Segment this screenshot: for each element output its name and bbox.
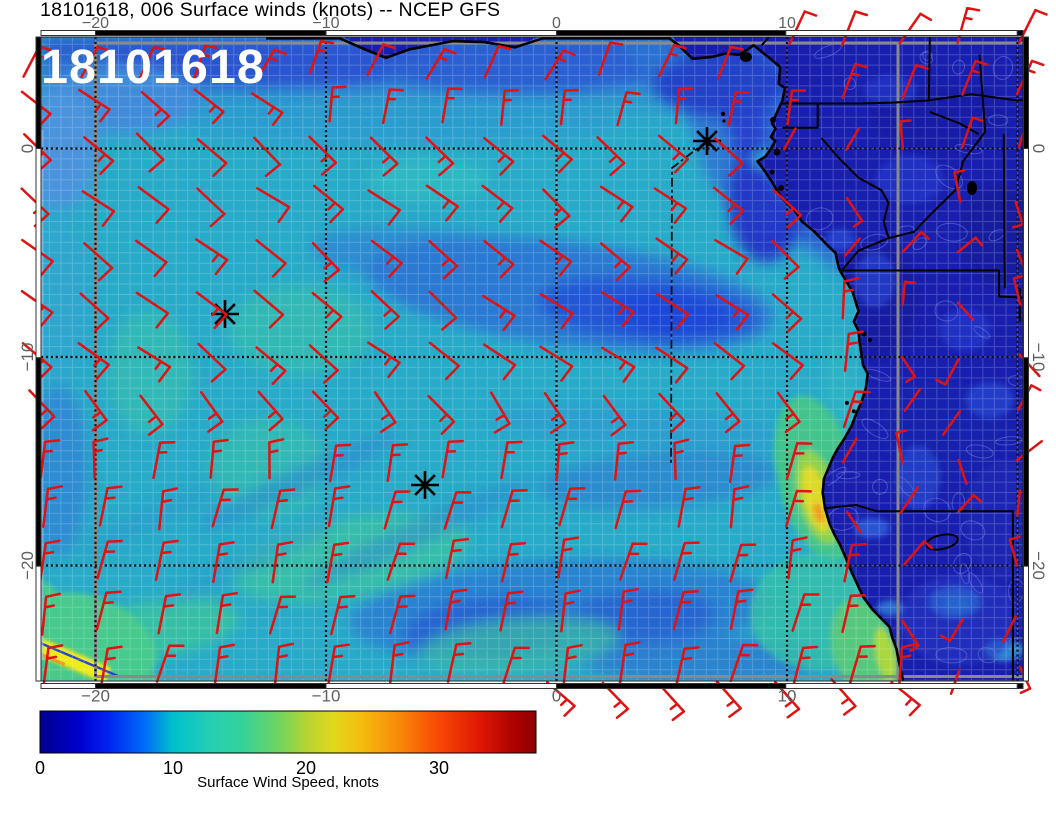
svg-text:0: 0: [18, 144, 37, 153]
svg-text:Surface Wind Speed, knots: Surface Wind Speed, knots: [197, 774, 379, 791]
svg-text:0: 0: [35, 758, 45, 778]
svg-text:10: 10: [778, 15, 796, 32]
svg-text:−10: −10: [312, 15, 339, 32]
svg-text:−20: −20: [82, 15, 109, 32]
svg-text:0: 0: [552, 687, 561, 706]
svg-text:10: 10: [163, 758, 183, 778]
svg-text:18101618, 006 Surface winds (k: 18101618, 006 Surface winds (knots) -- N…: [40, 0, 500, 21]
svg-text:30: 30: [429, 758, 449, 778]
svg-text:−20: −20: [18, 551, 37, 580]
svg-text:0: 0: [1029, 144, 1048, 153]
svg-text:−20: −20: [81, 687, 110, 706]
svg-text:18101618: 18101618: [41, 40, 265, 94]
svg-text:−10: −10: [18, 343, 37, 372]
svg-text:10: 10: [778, 687, 797, 706]
svg-text:20: 20: [296, 758, 316, 778]
svg-text:−10: −10: [312, 687, 341, 706]
svg-text:−10: −10: [1029, 343, 1048, 372]
svg-text:0: 0: [552, 15, 561, 32]
svg-text:−20: −20: [1029, 551, 1048, 580]
